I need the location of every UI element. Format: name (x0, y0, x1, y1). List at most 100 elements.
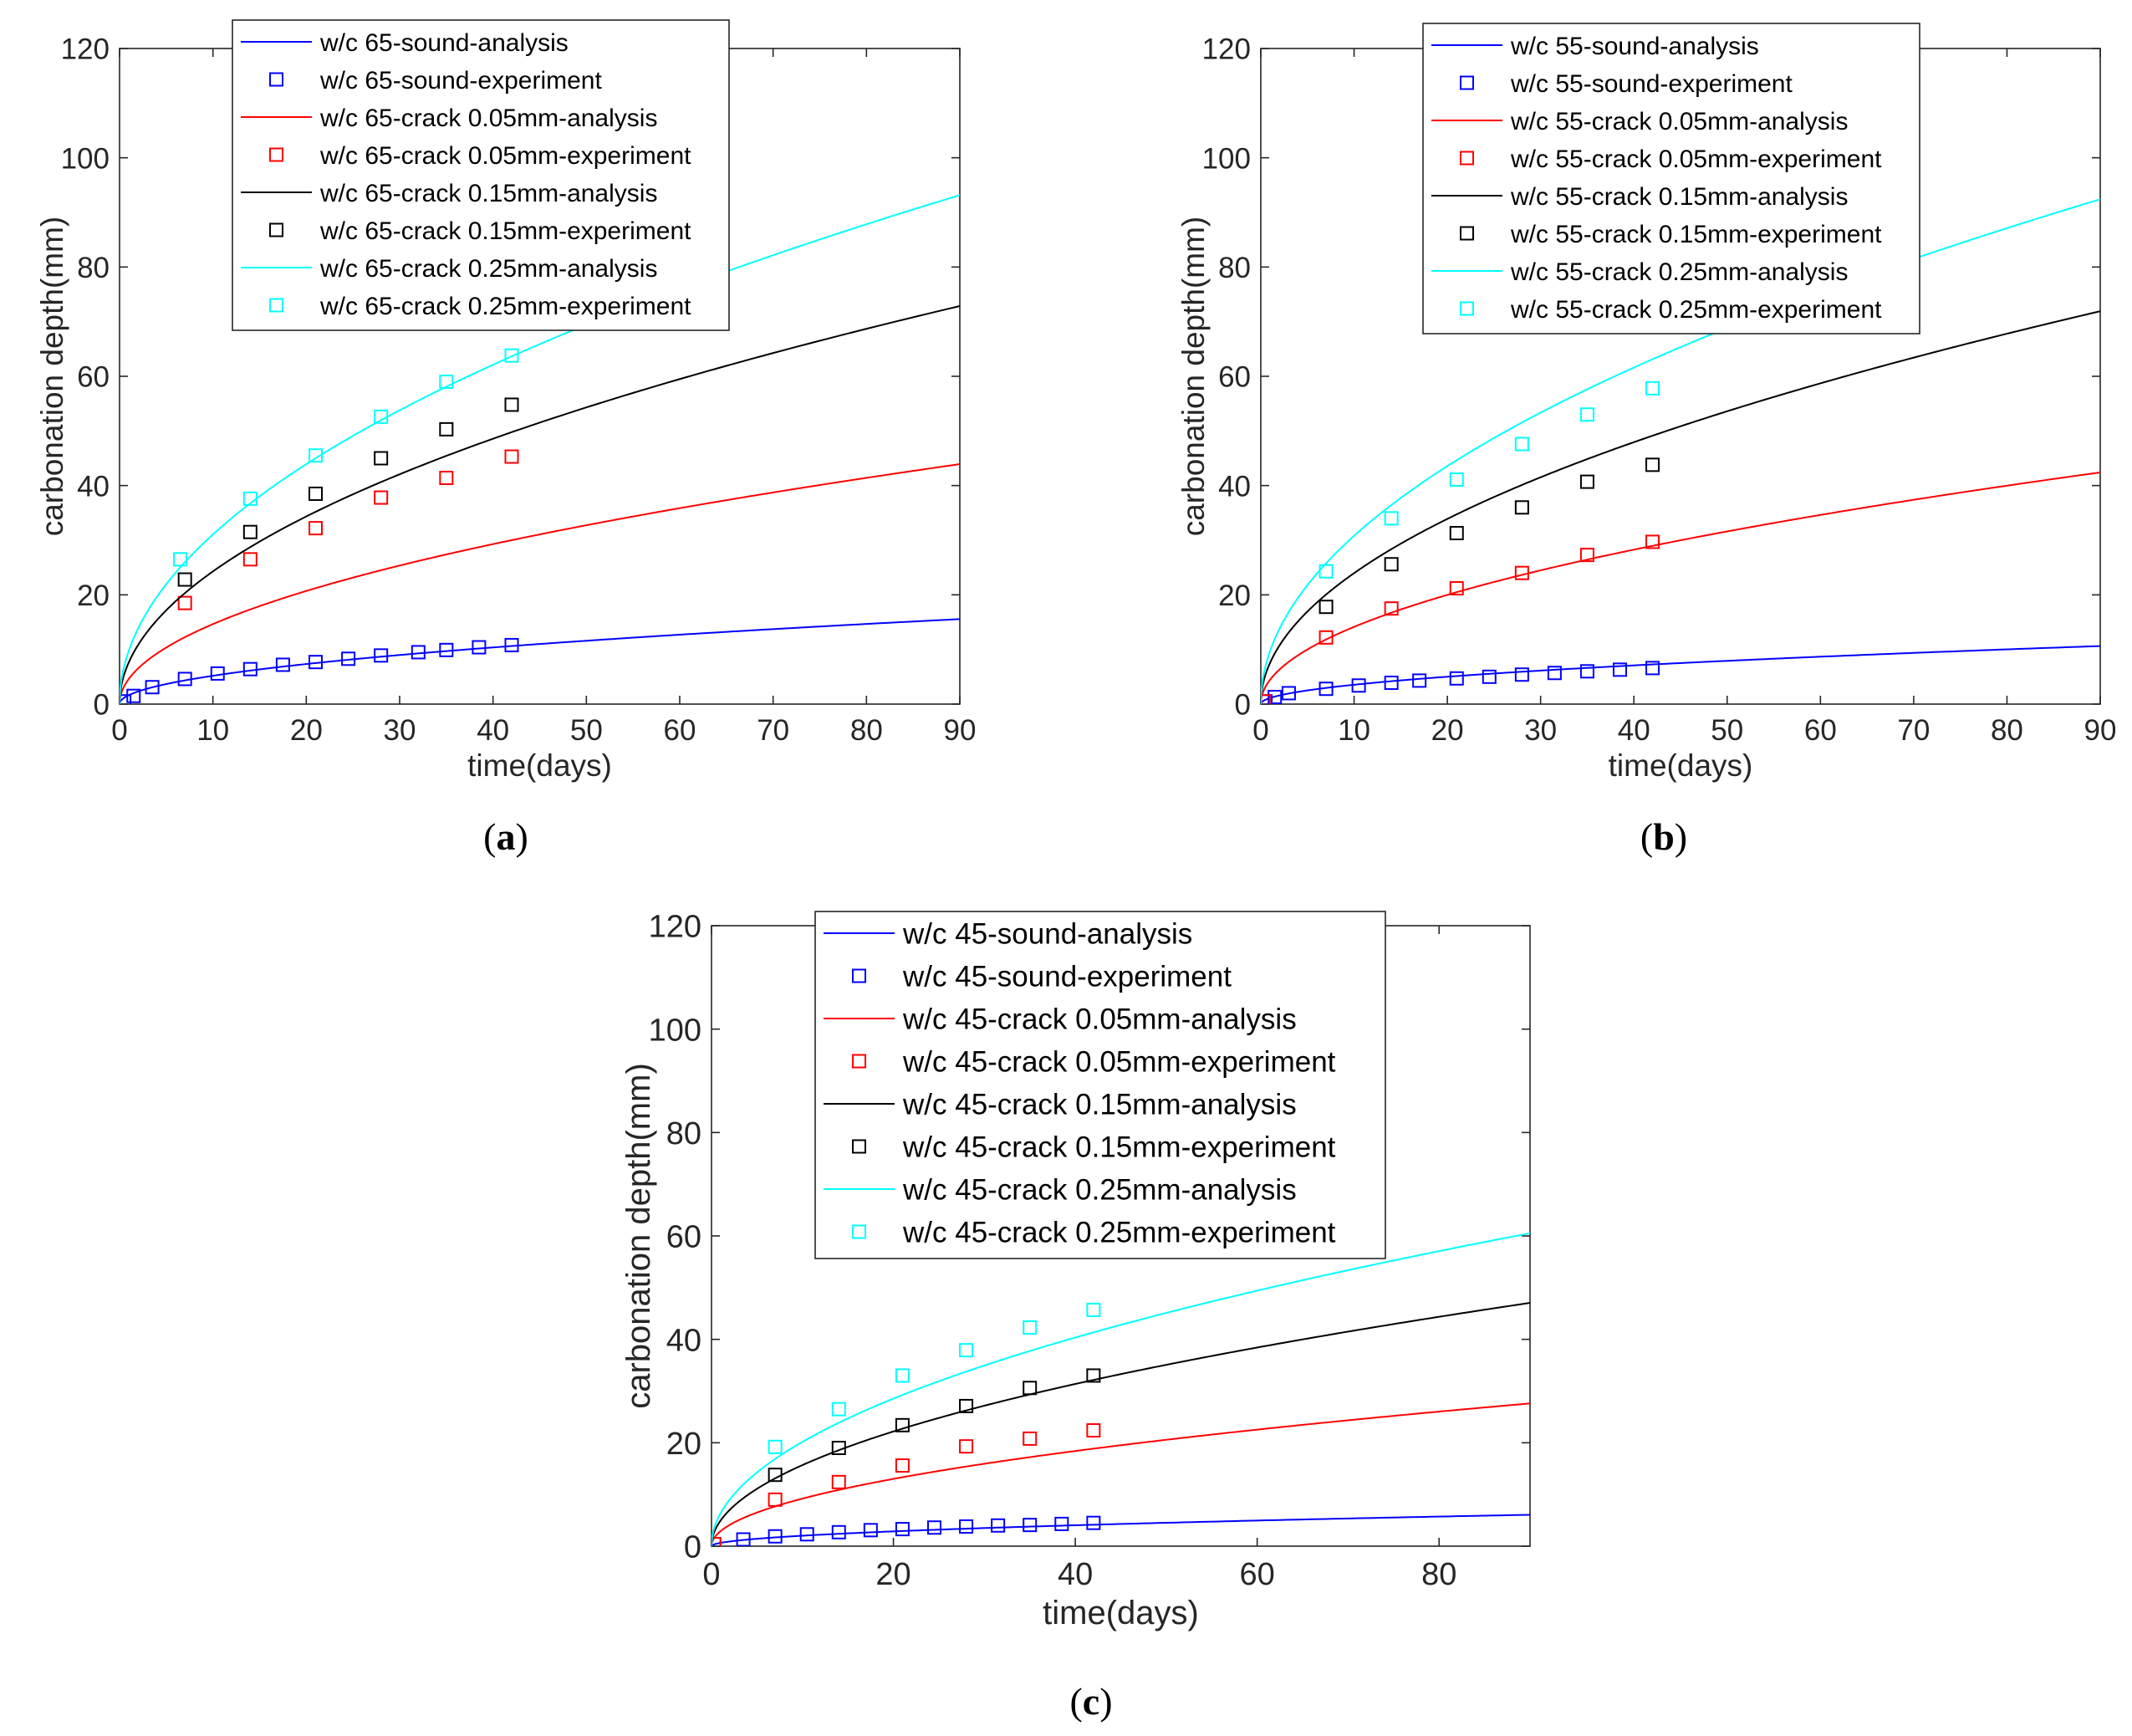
data-point (1054, 1516, 1069, 1531)
data-point (1267, 690, 1283, 704)
panel-label: (c) (1069, 1680, 1112, 1723)
legend-marker-swatch (269, 298, 283, 313)
data-point (1384, 601, 1399, 616)
x-tick-label: 90 (944, 714, 977, 747)
y-tick-label: 40 (666, 1323, 701, 1358)
data-point (1514, 667, 1529, 682)
data-point (1384, 557, 1399, 572)
data-point (1612, 662, 1627, 677)
chart-panel-b: 0 10 20 30 40 50 60 70 80 90 0 20 40 60 80 100 120 time(d… (1176, 23, 2117, 858)
data-point (1645, 380, 1660, 396)
legend-entry-label: w/c 45-crack 0.15mm-analysis (902, 1089, 1297, 1121)
data-point (1023, 1518, 1038, 1533)
data-point (1023, 1381, 1038, 1396)
data-point (712, 1537, 722, 1546)
panel-label-open: ( (1069, 1680, 1082, 1723)
legend-entry-label: w/c 55-crack 0.15mm-analysis (1510, 183, 1848, 211)
legend-marker-swatch (852, 1224, 866, 1239)
y-tick-label: 0 (94, 689, 110, 722)
y-tick-label: 100 (1202, 142, 1251, 175)
x-tick-label: 20 (290, 714, 323, 747)
data-point (1086, 1515, 1101, 1530)
legend-marker-swatch (852, 1054, 866, 1069)
data-point (439, 642, 454, 657)
data-point (173, 552, 188, 567)
data-point (1449, 472, 1464, 487)
data-point (472, 640, 487, 655)
series-line (712, 1514, 1530, 1546)
data-point (1579, 407, 1594, 422)
data-point (504, 397, 519, 412)
legend-marker-swatch (269, 147, 283, 162)
data-point (177, 572, 192, 587)
panel-label-letter: a (497, 815, 516, 858)
y-tick-label: 120 (649, 910, 701, 945)
legend-entry-label: w/c 45-crack 0.25mm-analysis (902, 1174, 1297, 1207)
x-tick-label: 40 (1618, 714, 1650, 747)
data-point (126, 688, 141, 703)
x-tick-label: 70 (1897, 714, 1930, 747)
panel-label-open: ( (483, 815, 496, 858)
y-tick-label: 80 (77, 252, 110, 284)
x-tick-label: 0 (1252, 714, 1268, 747)
data-point (1384, 511, 1399, 526)
data-point (275, 657, 290, 672)
legend-entry-label: w/c 65-crack 0.15mm-experiment (319, 217, 691, 245)
data-point (1449, 580, 1464, 595)
legend-entry-label: w/c 45-sound-analysis (902, 918, 1192, 951)
series-line (120, 618, 960, 704)
data-point (309, 521, 323, 536)
x-tick-label: 30 (1524, 714, 1557, 747)
data-point (831, 1441, 846, 1456)
data-point (1351, 678, 1366, 693)
data-point (1449, 671, 1464, 686)
data-point (1318, 564, 1334, 579)
data-point (831, 1402, 846, 1417)
legend-marker-swatch (1460, 75, 1474, 90)
x-tick-label: 40 (477, 714, 509, 747)
legend-entry-label: w/c 65-crack 0.05mm-analysis (319, 105, 657, 132)
y-tick-label: 100 (61, 142, 110, 175)
data-point (145, 680, 160, 695)
data-point (504, 637, 519, 652)
panel-label-letter: b (1653, 815, 1675, 858)
legend: w/c 45-sound-analysis w/c 45-sound-experi… (814, 911, 1386, 1259)
x-axis-label: time(days) (1609, 748, 1753, 783)
x-tick-label: 60 (1804, 714, 1837, 747)
y-axis-label: carbonation depth(mm) (1176, 217, 1211, 537)
legend-marker-swatch (1460, 226, 1474, 241)
y-tick-label: 100 (649, 1013, 701, 1048)
data-point (504, 348, 519, 363)
chart-panel-c: 0 20 40 60 80 0 20 40 60 80 100 120 time(days) carbon… (620, 910, 1531, 1723)
data-point (439, 471, 454, 486)
data-point (1514, 500, 1529, 515)
series-line (712, 1232, 1530, 1546)
x-tick-label: 80 (850, 714, 883, 747)
x-tick-label: 0 (111, 714, 127, 747)
data-point (895, 1368, 910, 1383)
y-tick-label: 120 (1202, 33, 1251, 66)
series-line (120, 463, 960, 704)
series-line (712, 1402, 1530, 1546)
data-point (991, 1518, 1006, 1533)
x-tick-label: 90 (2084, 714, 2117, 747)
data-point (242, 661, 258, 677)
data-point (959, 1398, 974, 1413)
legend-entry-label: w/c 45-sound-experiment (902, 961, 1232, 993)
data-point (959, 1519, 974, 1534)
y-tick-label: 0 (684, 1530, 701, 1565)
series-line (712, 1302, 1530, 1546)
data-point (1023, 1320, 1038, 1335)
legend-marker-swatch (852, 968, 866, 983)
data-point (1579, 664, 1594, 679)
data-point (242, 491, 258, 506)
data-point (309, 655, 323, 670)
data-point (1579, 548, 1594, 563)
x-tick-label: 60 (1240, 1557, 1275, 1592)
data-point (768, 1439, 783, 1454)
data-point (831, 1474, 846, 1489)
legend-entry-label: w/c 55-crack 0.25mm-analysis (1510, 258, 1848, 286)
data-point (1514, 565, 1529, 580)
legend-entry-label: w/c 65-sound-analysis (319, 29, 569, 57)
x-tick-label: 50 (1711, 714, 1743, 747)
